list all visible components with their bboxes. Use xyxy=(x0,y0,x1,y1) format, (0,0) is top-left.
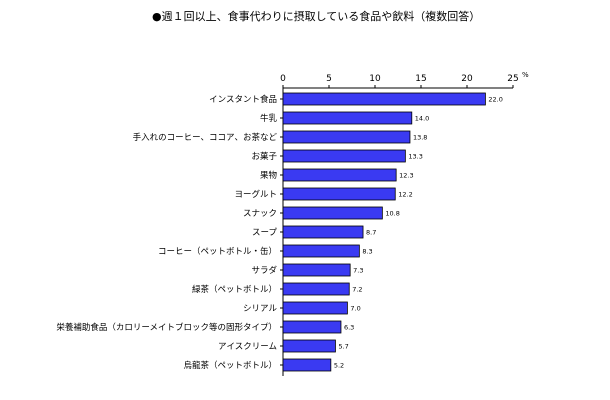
value-label: 5.2 xyxy=(334,362,344,370)
bar xyxy=(282,92,486,106)
category-label: 緑茶（ペットボトル） xyxy=(192,284,277,295)
category-label: お菓子 xyxy=(251,151,277,162)
bar xyxy=(282,282,350,296)
bar xyxy=(282,187,396,201)
category-label: サラダ xyxy=(251,265,277,276)
bar xyxy=(282,149,406,163)
value-label: 6.3 xyxy=(344,324,354,332)
chart-title: ●週１回以上、食事代わりに摂取している食品や飲料（複数回答） xyxy=(152,10,481,23)
category-label: 手入れのコーヒー、ココア、お茶など xyxy=(133,132,278,143)
value-label: 13.3 xyxy=(408,153,422,161)
value-label: 13.8 xyxy=(413,134,427,142)
bar xyxy=(282,206,383,220)
x-tick-label: 0 xyxy=(280,74,286,84)
x-tick-label: 15 xyxy=(415,74,426,84)
category-label: インスタント食品 xyxy=(209,94,277,105)
category-label: 烏龍茶（ペットボトル） xyxy=(183,360,277,371)
category-label: スープ xyxy=(252,228,277,238)
value-label: 8.7 xyxy=(366,229,376,237)
category-label: アイスクリーム xyxy=(218,342,277,352)
category-label: 栄養補助食品（カロリーメイトブロック等の固形タイプ） xyxy=(56,322,277,333)
value-label: 8.3 xyxy=(362,248,372,256)
bar xyxy=(282,244,360,258)
value-label: 7.2 xyxy=(352,286,362,294)
value-label: 22.0 xyxy=(488,96,502,104)
bar xyxy=(282,130,411,144)
category-label: スナック xyxy=(243,209,277,219)
category-label: シリアル xyxy=(243,304,278,314)
value-label: 12.3 xyxy=(399,172,413,180)
unit-label: % xyxy=(522,71,529,79)
category-label: 牛乳 xyxy=(260,113,278,124)
value-label: 14.0 xyxy=(415,115,429,123)
category-label: 果物 xyxy=(260,170,278,181)
x-tick-label: 20 xyxy=(461,74,473,84)
value-label: 10.8 xyxy=(385,210,399,218)
bar xyxy=(282,301,348,315)
bar xyxy=(282,358,332,372)
bar xyxy=(282,320,342,334)
bar xyxy=(282,263,351,277)
value-label: 7.0 xyxy=(350,305,360,313)
category-label: ヨーグルト xyxy=(234,189,277,200)
bar xyxy=(282,225,364,239)
bar xyxy=(282,339,336,353)
x-tick-label: 25 xyxy=(507,74,518,84)
value-label: 12.2 xyxy=(398,191,412,199)
x-tick-label: 5 xyxy=(326,74,332,84)
value-label: 5.7 xyxy=(338,343,348,351)
value-label: 7.3 xyxy=(353,267,363,275)
bar xyxy=(282,168,397,182)
x-tick-label: 10 xyxy=(369,74,381,84)
category-label: コーヒー（ペットボトル・缶） xyxy=(158,246,277,257)
bar xyxy=(282,111,413,125)
